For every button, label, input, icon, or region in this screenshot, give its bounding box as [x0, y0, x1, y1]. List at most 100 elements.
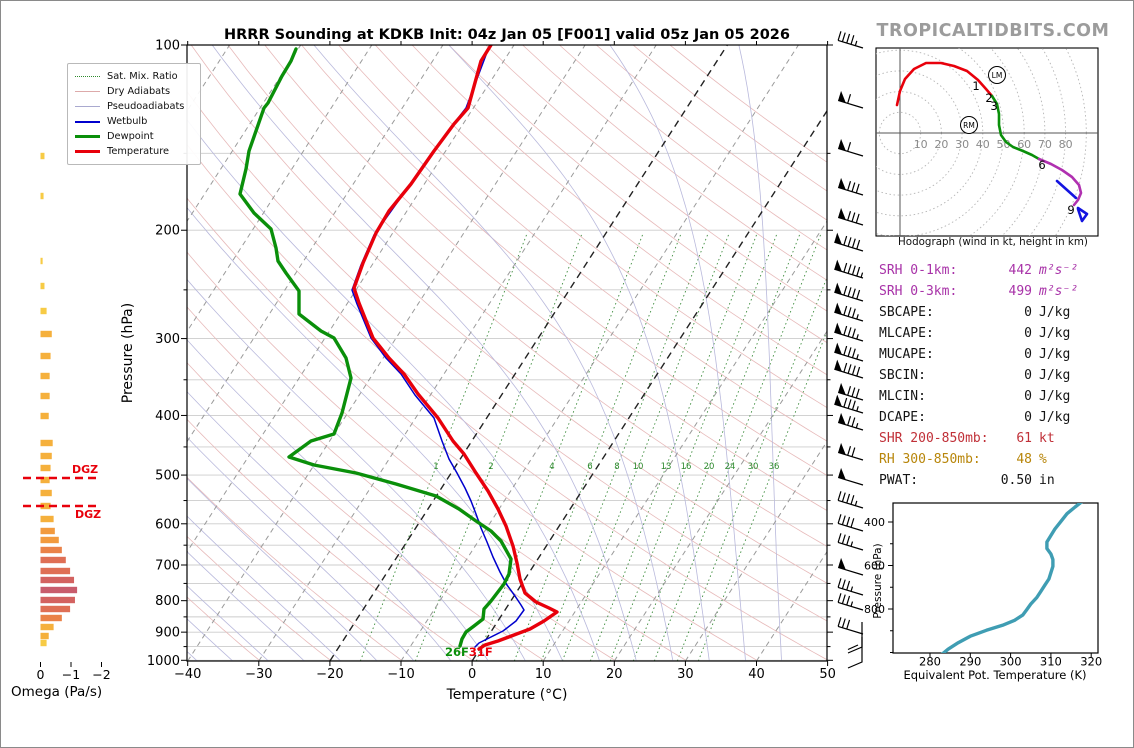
- skewt-ticks: −40 −30 −20 −10 0 10 20 30 40 50 100 200 300 400 500 60…: [147, 39, 836, 683]
- stat-label: SBCAPE:: [879, 305, 934, 320]
- mixing-ratio-label: 20: [704, 462, 715, 472]
- wind-barb: [837, 138, 864, 157]
- omega-tick-label: −1: [62, 667, 80, 682]
- stat-row-srh-0-3km: SRH 0-3km: 499 m²s⁻²: [879, 284, 1095, 305]
- legend-line-swatch: [75, 76, 100, 77]
- wind-barb: [837, 514, 864, 532]
- stat-row-sbcin: SBCIN: 0 J/kg: [879, 368, 1095, 389]
- omega-bar: [40, 392, 50, 400]
- mixing-ratio-label: 2: [488, 462, 493, 472]
- stat-label: MUCAPE:: [879, 347, 934, 362]
- hodo-speed-label: 80: [1059, 138, 1073, 151]
- thetae-x-tick-label: 280: [919, 655, 941, 669]
- thetae-y-tick-label: 600: [864, 560, 885, 573]
- hodo-speed-label: 70: [1038, 138, 1052, 151]
- hodo-height-label: 2: [985, 91, 992, 105]
- stat-unit: J/kg: [1039, 347, 1071, 362]
- stat-value: 0: [1024, 410, 1032, 425]
- thetae-y-tick-label: 400: [864, 516, 885, 529]
- hodo-trace-3-6-km: [990, 94, 1041, 161]
- hodo-speed-label: 20: [934, 138, 948, 151]
- omega-axis-label: Omega (Pa/s): [11, 684, 103, 700]
- hodo-height-label: 3: [990, 99, 997, 113]
- legend-item-label: Pseudoadiabats: [107, 101, 185, 112]
- omega-bar: [40, 623, 54, 631]
- stat-value: 442: [1008, 263, 1032, 278]
- stat-row-srh-0-1km: SRH 0-1km: 442 m²s⁻²: [879, 263, 1095, 284]
- hodo-trace-9-12-km: [1055, 179, 1078, 200]
- omega-bar: [40, 556, 66, 564]
- stat-value: 48: [1016, 452, 1032, 467]
- omega-tick-label: 0: [37, 667, 45, 682]
- legend-line-swatch: [75, 106, 100, 107]
- mixing-ratio-label: 36: [769, 462, 780, 472]
- hodo-trace-6-9-km: [1037, 157, 1083, 207]
- pressure-tick-label: 300: [155, 332, 180, 347]
- omega-bar: [40, 527, 55, 535]
- legend-item-temperature: Temperature: [75, 144, 193, 159]
- legend-item-label: Temperature: [107, 146, 170, 157]
- mixing-ratio-label: 10: [633, 462, 644, 472]
- omega-bar: [40, 586, 78, 594]
- hodo-height-label: 1: [972, 79, 979, 93]
- stat-unit: J/kg: [1039, 410, 1071, 425]
- omega-bar: [40, 192, 44, 200]
- mixing-ratio-label: 6: [587, 462, 592, 472]
- omega-bar: [40, 639, 47, 647]
- pressure-tick-label: 1000: [147, 654, 180, 669]
- omega-bar: [40, 502, 51, 510]
- omega-bar: [40, 412, 49, 420]
- skewt-legend: Sat. Mix. Ratio Dry Adiabats Pseudoadiabat…: [67, 63, 201, 165]
- legend-line-swatch: [75, 150, 100, 153]
- wind-barb: [834, 232, 864, 252]
- wind-barb: [837, 617, 864, 635]
- skewt-frame: [186, 44, 828, 662]
- stat-row-mlcin: MLCIN: 0 J/kg: [879, 389, 1095, 410]
- stat-value: 61: [1016, 431, 1032, 446]
- hodo-trace-9-12-km: [1076, 206, 1089, 223]
- dgz-label-top: DGZ: [72, 463, 99, 476]
- wind-barb: [837, 593, 864, 611]
- mixing-ratio-label: 30: [748, 462, 759, 472]
- stat-unit: kt: [1039, 431, 1055, 446]
- x-tick-label: 20: [606, 667, 623, 682]
- omega-bar: [40, 257, 43, 265]
- omega-bar: [40, 546, 62, 554]
- curve-temperature: [352, 45, 559, 651]
- brand-logo: TROPICALTIDBITS.COM: [876, 21, 1110, 41]
- pressure-axis-label: Pressure (hPa): [120, 302, 136, 404]
- mixing-ratio-label: 4: [549, 462, 554, 472]
- stat-value: 499: [1008, 284, 1032, 299]
- hodo-speed-label: 40: [976, 138, 990, 151]
- omega-bar: [40, 576, 75, 584]
- wind-barb: [837, 382, 864, 401]
- hodograph-caption: Hodograph (wind in kt, height in km): [898, 236, 1088, 248]
- stat-label: MLCIN:: [879, 389, 926, 404]
- omega-bar: [40, 372, 50, 380]
- wind-barb: [837, 467, 864, 486]
- storm-motion-label: LM: [992, 71, 1003, 80]
- omega-bar: [40, 452, 52, 460]
- pseudoadiabat-lines: [187, 45, 782, 661]
- wind-barb: [834, 282, 864, 302]
- legend-item-dewpoint: Dewpoint: [75, 129, 193, 144]
- x-tick-label: 0: [468, 667, 476, 682]
- stat-label: SHR 200-850mb:: [879, 431, 989, 446]
- stat-value: 0.50: [1000, 473, 1032, 488]
- thetae-x-tick-label: 300: [1000, 655, 1022, 669]
- hodo-speed-label: 30: [955, 138, 969, 151]
- hodo-height-label: 6: [1038, 158, 1045, 172]
- legend-item-label: Dry Adiabats: [107, 86, 171, 97]
- wind-barb: [837, 578, 864, 596]
- omega-bar: [40, 152, 45, 160]
- x-tick-label: −30: [245, 667, 272, 682]
- stats-panel: SRH 0-1km: 442 m²s⁻² SRH 0-3km: 499 m²s⁻² SBCA…: [879, 263, 1095, 494]
- pressure-tick-label: 200: [155, 224, 180, 239]
- omega-bar: [40, 464, 51, 472]
- wind-barb: [834, 259, 864, 279]
- mixing-ratio-label: 1: [433, 462, 438, 472]
- x-tick-label: 30: [677, 667, 694, 682]
- wind-barb: [837, 207, 864, 226]
- surface-dewpoint-f: 26F: [445, 645, 469, 659]
